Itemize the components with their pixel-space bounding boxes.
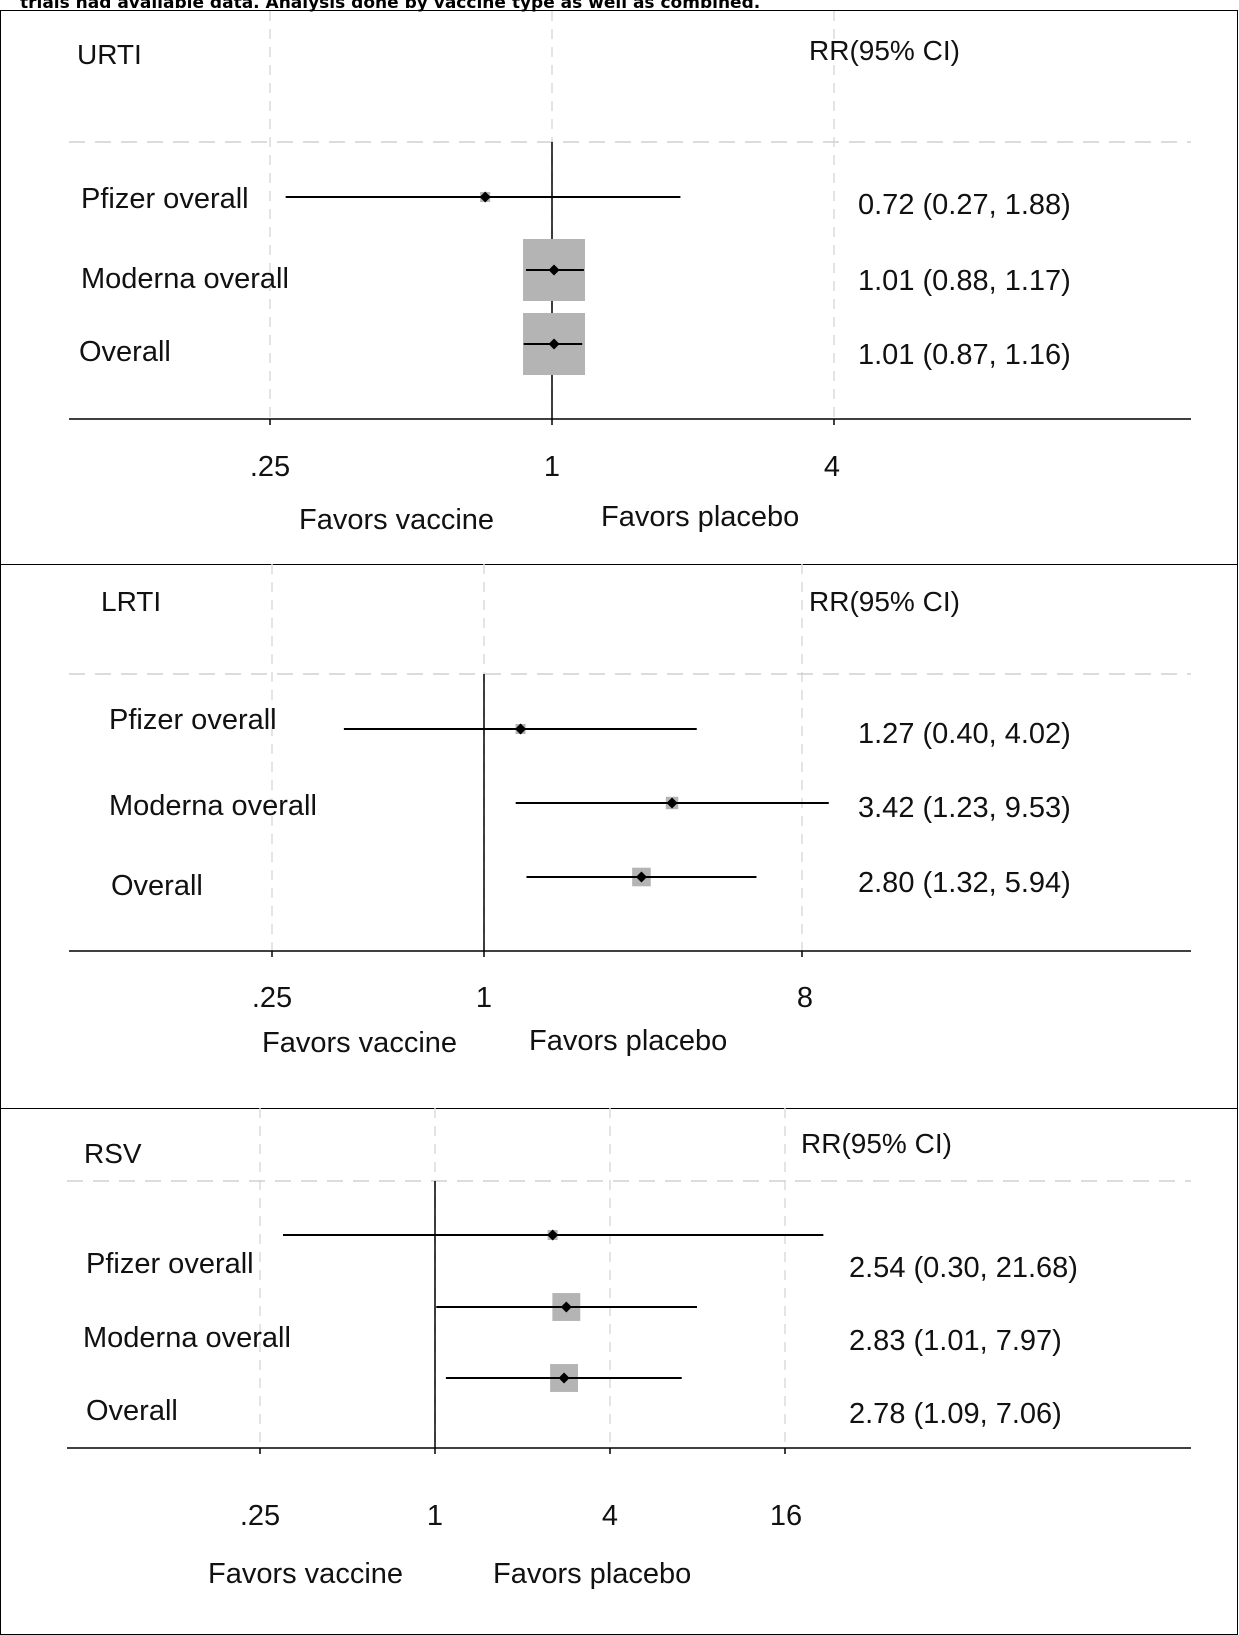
point-estimate [548,264,560,276]
rr-header-ci: (95% CI) [849,586,960,617]
favors-placebo-label: Favors placebo [601,501,800,533]
point-estimate [560,1301,572,1313]
row-estimate: 2.83 (1.01, 7.97) [849,1325,1062,1357]
point-estimate [547,1229,559,1241]
tick-label: 1 [426,1500,444,1532]
point-estimate [515,723,527,735]
row-label: Pfizer overall [109,704,277,736]
row-estimate: 2.80 (1.32, 5.94) [858,867,1071,899]
rr-header: RR(95% CI) [809,35,960,67]
panel-title: URTI [77,39,142,70]
forest-plot-lrti [69,564,1191,957]
tick-label: 16 [769,1500,803,1532]
tick-label: .25 [239,1500,281,1532]
favors-vaccine-label: Favors vaccine [208,1558,404,1590]
row-estimate: 1.27 (0.40, 4.02) [858,718,1071,750]
row-label: Pfizer overall [81,183,249,215]
rr-header: RR(95% CI) [809,586,960,618]
tick-label: 1 [543,451,561,483]
tick-label: 4 [823,451,841,483]
favors-placebo-label: Favors placebo [529,1025,728,1057]
panel-title: LRTI [101,586,162,617]
rr-header: RR(95% CI) [801,1128,952,1160]
panel-title: RSV [84,1138,142,1169]
row-label: Moderna overall [83,1322,291,1354]
row-label: Overall [86,1395,178,1427]
tick-label: 8 [796,982,814,1014]
row-estimate: 2.54 (0.30, 21.68) [849,1252,1078,1284]
rr-header-ci: (95% CI) [849,35,960,66]
figure-caption: trials had available data. Analysis done… [20,0,761,13]
row-estimate: 1.01 (0.87, 1.16) [858,339,1071,371]
rr-header-estimate: RR [809,586,850,617]
row-label: Moderna overall [109,790,317,822]
tick-label: .25 [251,982,293,1014]
forest-plot-urti [69,11,1191,425]
favors-placebo-label: Favors placebo [493,1558,692,1590]
point-estimate [479,191,491,203]
row-estimate: 0.72 (0.27, 1.88) [858,189,1071,221]
forest-plot-rsv [67,1108,1191,1454]
row-estimate: 1.01 (0.88, 1.17) [858,265,1071,297]
point-estimate [666,797,678,809]
rr-header-ci: (95% CI) [841,1128,952,1159]
forest-panel-rsv: RSV RR(95% CI) Pfizer overall Moderna ov… [0,1108,1238,1635]
tick-label: 4 [601,1500,619,1532]
rr-header-estimate: RR [801,1128,842,1159]
forest-panel-urti: URTI RR(95% CI) Pfizer overall Moderna o… [0,10,1238,565]
point-estimate [548,338,560,350]
rr-header-estimate: RR [809,35,850,66]
row-estimate: 3.42 (1.23, 9.53) [858,792,1071,824]
favors-vaccine-label: Favors vaccine [262,1027,458,1059]
row-label: Overall [79,336,171,368]
tick-label: 1 [475,982,493,1014]
row-label: Pfizer overall [86,1248,254,1280]
row-label: Overall [111,870,203,902]
forest-panel-lrti: LRTI RR(95% CI) Pfizer overall Moderna o… [0,564,1238,1109]
point-estimate [635,871,647,883]
row-label: Moderna overall [81,263,289,295]
tick-label: .25 [249,451,291,483]
point-estimate [558,1372,570,1384]
favors-vaccine-label: Favors vaccine [299,504,495,536]
row-estimate: 2.78 (1.09, 7.06) [849,1398,1062,1430]
